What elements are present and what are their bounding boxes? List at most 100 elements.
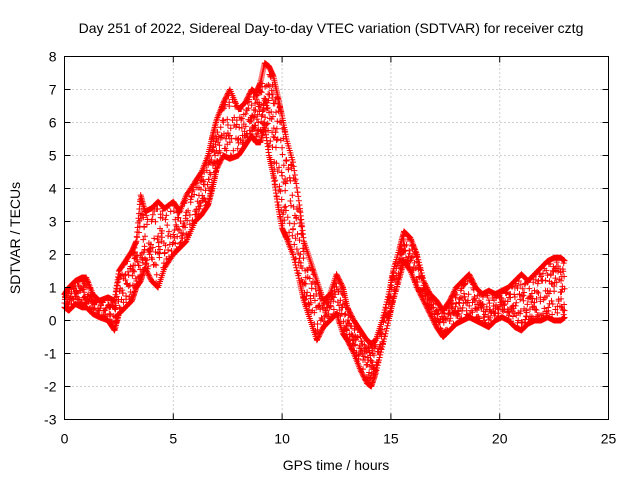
data-point (223, 147, 230, 154)
data-point (153, 271, 160, 278)
data-point (262, 114, 269, 121)
data-point (281, 217, 288, 224)
data-point (176, 209, 183, 216)
y-tick-label: 6 (49, 115, 57, 131)
data-point (327, 302, 334, 309)
data-point (205, 176, 212, 183)
data-point (422, 281, 429, 288)
data-point (453, 300, 460, 307)
data-point (348, 312, 355, 319)
data-point (155, 249, 162, 256)
data-point (356, 351, 363, 358)
data-point (410, 242, 417, 249)
data-point (215, 163, 222, 170)
data-point (346, 309, 353, 316)
data-point (181, 200, 188, 207)
data-point (528, 290, 535, 297)
data-point (302, 296, 309, 303)
data-point (162, 216, 169, 223)
data-point (281, 204, 288, 211)
data-point (292, 176, 299, 183)
data-point (318, 314, 325, 321)
data-point (222, 135, 229, 142)
data-point (306, 264, 313, 271)
data-point (430, 304, 437, 311)
data-point (204, 181, 211, 188)
data-point (471, 293, 478, 300)
data-point (284, 214, 291, 221)
data-point (224, 91, 231, 98)
data-point (349, 332, 356, 339)
data-point (318, 328, 325, 335)
data-point (131, 268, 138, 275)
data-point (282, 187, 289, 194)
data-point (130, 267, 137, 274)
data-point (248, 102, 255, 109)
data-point (165, 232, 172, 239)
data-point (135, 262, 142, 269)
data-point (122, 276, 129, 283)
data-point (288, 202, 295, 209)
data-point (348, 331, 355, 338)
x-axis-label: GPS time / hours (283, 457, 390, 473)
data-point (336, 320, 343, 327)
data-point (290, 203, 297, 210)
y-tick-label: 2 (49, 247, 57, 263)
data-point (287, 197, 294, 204)
data-point (293, 246, 300, 253)
data-point (429, 304, 436, 311)
data-point (428, 313, 435, 320)
data-point (230, 147, 237, 154)
data-point (513, 299, 520, 306)
data-point (299, 265, 306, 272)
data-point (289, 251, 296, 258)
data-point (197, 186, 204, 193)
data-point (255, 119, 262, 126)
data-point (315, 334, 322, 341)
data-point (273, 193, 280, 200)
data-point (125, 268, 132, 275)
data-point (84, 278, 91, 285)
data-point (445, 307, 452, 314)
data-point (333, 283, 340, 290)
data-point (470, 296, 477, 303)
data-point (292, 235, 299, 242)
data-point (158, 234, 165, 241)
data-point (174, 233, 181, 240)
data-point (154, 283, 161, 290)
data-point (120, 299, 127, 306)
data-point (292, 262, 299, 269)
data-point (196, 205, 203, 212)
data-point (154, 236, 161, 243)
data-point (182, 224, 189, 231)
data-point (314, 321, 321, 328)
data-point (220, 117, 227, 124)
data-point (346, 308, 353, 315)
data-point (265, 97, 272, 104)
data-point (375, 357, 382, 364)
data-point (415, 259, 422, 266)
data-point (142, 257, 149, 264)
data-point (279, 144, 286, 151)
data-point (81, 280, 88, 287)
data-point (226, 139, 233, 146)
data-point (238, 116, 245, 123)
data-point (348, 323, 355, 330)
data-point (260, 106, 267, 113)
data-point (119, 290, 126, 297)
data-point (217, 134, 224, 141)
data-point (146, 251, 153, 258)
data-point (289, 225, 296, 232)
data-point (542, 277, 549, 284)
data-point (226, 103, 233, 110)
data-point (115, 276, 122, 283)
data-point (215, 139, 222, 146)
data-point (417, 267, 424, 274)
data-point (335, 275, 342, 282)
data-point (184, 217, 191, 224)
data-point (231, 114, 238, 121)
data-point (185, 207, 192, 214)
data-point (170, 207, 177, 214)
data-point (222, 101, 229, 108)
